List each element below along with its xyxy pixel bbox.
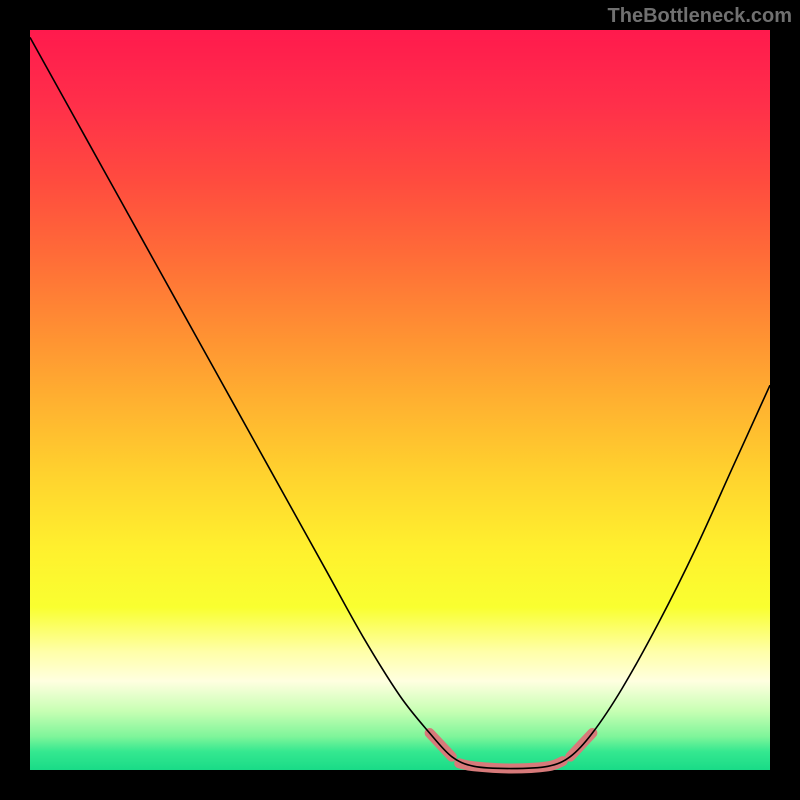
watermark-text: TheBottleneck.com <box>608 5 792 27</box>
bottleneck-chart: TheBottleneck.com <box>0 0 800 800</box>
plot-area <box>30 30 770 770</box>
